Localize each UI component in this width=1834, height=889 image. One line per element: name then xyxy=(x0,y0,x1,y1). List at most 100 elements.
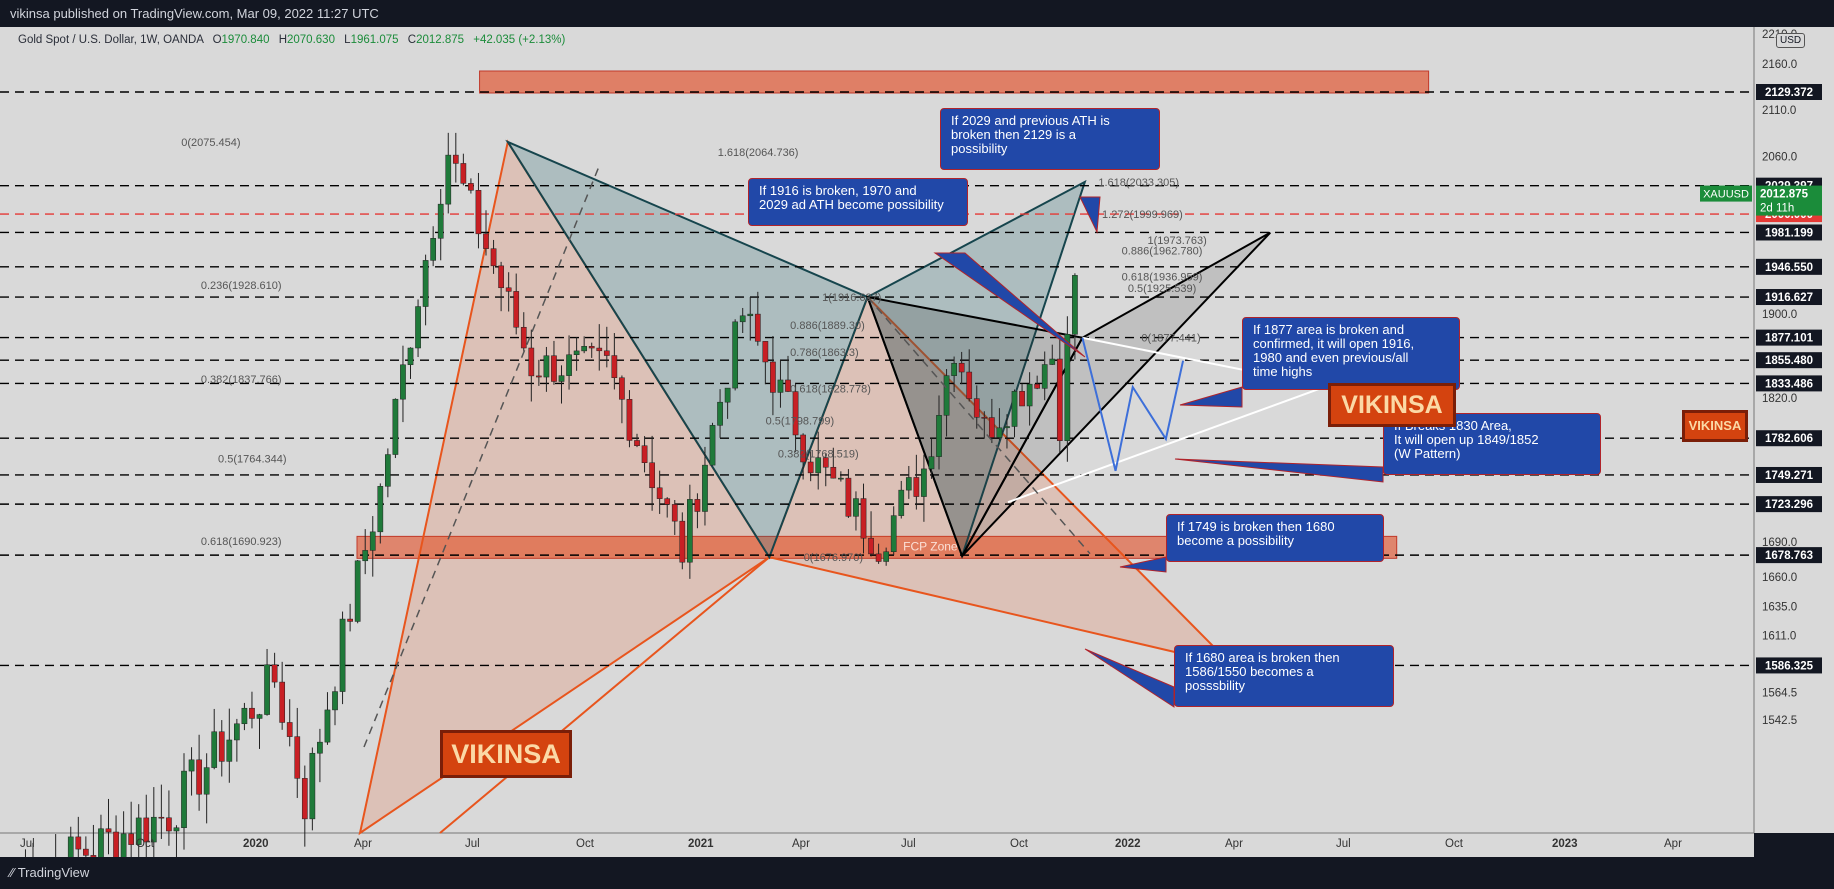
candle-body xyxy=(1056,358,1063,441)
candle-body xyxy=(113,831,119,857)
candle-body xyxy=(324,709,331,743)
candle-body xyxy=(536,375,542,378)
y-tick-label: 1611.0 xyxy=(1762,630,1796,642)
candle-body xyxy=(407,347,414,366)
candle-body xyxy=(845,477,852,517)
pattern-leg xyxy=(439,556,770,834)
footer-bar: ⁄⁄ TradingView xyxy=(0,857,1834,889)
candle-body xyxy=(588,346,595,349)
vikinsa-stamp-main: VIKINSA xyxy=(440,730,572,778)
x-tick-label: Apr xyxy=(354,838,372,850)
candle-body xyxy=(883,551,890,562)
time-axis[interactable] xyxy=(0,833,1754,857)
tradingview-icon: ⁄⁄ xyxy=(10,865,18,880)
candle-body xyxy=(196,759,202,795)
candle-body xyxy=(468,183,474,191)
supply-zone xyxy=(479,70,1430,94)
level-price-box xyxy=(1756,496,1822,513)
candle-body xyxy=(505,287,512,292)
projection-dashed-2 xyxy=(866,296,1091,555)
candle-body xyxy=(890,515,897,552)
pattern-green-1 xyxy=(505,139,869,560)
level-price-label: 1586.325 xyxy=(1765,660,1814,672)
candle-body xyxy=(1049,358,1056,365)
candle-body xyxy=(619,377,625,400)
candle-body xyxy=(354,560,361,622)
candle-body xyxy=(158,816,165,819)
candle-body xyxy=(256,714,263,719)
current-countdown-label: 2d 11h xyxy=(1760,203,1794,215)
x-tick-label: Oct xyxy=(1010,838,1029,850)
candle-body xyxy=(581,346,588,352)
candle-body xyxy=(1072,275,1078,335)
candle-body xyxy=(135,817,142,845)
candle-body xyxy=(966,371,973,399)
low-value: 1961.075 xyxy=(350,34,399,46)
current-symbol-box[interactable] xyxy=(1700,185,1752,202)
candle-body xyxy=(1019,391,1025,407)
candle-body xyxy=(75,836,82,850)
x-tick-label: Apr xyxy=(1225,838,1243,850)
candle-body xyxy=(724,387,731,403)
level-price-label: 1833.486 xyxy=(1765,378,1813,390)
level-price-box xyxy=(1756,466,1822,483)
candle-body xyxy=(626,399,633,441)
candle-body xyxy=(286,722,293,737)
candle-body xyxy=(1041,364,1048,389)
candle-body xyxy=(249,707,255,719)
candle-body xyxy=(400,364,406,400)
candle-body xyxy=(807,461,814,474)
level-price-label: 1981.199 xyxy=(1765,227,1813,239)
candle-body xyxy=(989,417,995,438)
y-tick-label: 1660.0 xyxy=(1762,572,1797,584)
candle-body xyxy=(868,537,874,555)
candle-body xyxy=(656,487,663,499)
fib-label: 1(1916.627) xyxy=(822,292,881,304)
candle-body xyxy=(203,767,210,795)
candle-body xyxy=(475,190,482,235)
candle-body xyxy=(173,827,180,832)
candle-body xyxy=(437,203,444,239)
y-tick-label: 2110.0 xyxy=(1762,105,1796,117)
pattern-black-2 xyxy=(961,231,1271,557)
candle-body xyxy=(347,618,353,622)
level-price-box xyxy=(1756,430,1822,447)
candle-body xyxy=(362,550,369,562)
currency-button[interactable]: USD xyxy=(1776,33,1806,48)
x-tick-label: Oct xyxy=(576,838,595,850)
candle-body xyxy=(800,434,806,463)
x-tick-label: Jul xyxy=(20,838,35,850)
candle-body xyxy=(452,154,459,164)
fib-label: 0.618(1936.959) xyxy=(1122,271,1203,283)
fib-label: 0(2075.454) xyxy=(181,137,240,149)
fib-label: 0.5(1798.799) xyxy=(766,416,835,428)
candle-body xyxy=(445,154,452,205)
y-tick-label: 1900.0 xyxy=(1762,309,1797,321)
open-value: 1970.840 xyxy=(221,34,270,46)
candle-body xyxy=(520,326,527,349)
note-pointer xyxy=(1079,196,1101,234)
candle-body xyxy=(958,362,965,373)
w-pattern xyxy=(1081,337,1185,472)
candle-body xyxy=(739,315,746,323)
candle-body xyxy=(921,468,927,497)
current-symbol-label: XAUUSD xyxy=(1703,189,1749,201)
fib-label: 0.886(1962.780) xyxy=(1122,246,1203,258)
candle-body xyxy=(1011,391,1018,427)
close-value: 2012.875 xyxy=(416,34,465,46)
fib-label: 1.618(2033.305) xyxy=(1098,177,1179,189)
candle-body xyxy=(120,833,127,857)
fib-label: 0.382(1768.519) xyxy=(778,449,859,461)
candle-body xyxy=(415,306,421,349)
candle-body xyxy=(747,313,754,317)
level-price-box xyxy=(1756,352,1822,369)
candle-body xyxy=(943,375,950,416)
candle-body xyxy=(264,664,270,715)
candle-body xyxy=(317,741,323,754)
candle-body xyxy=(928,456,935,470)
price-axis[interactable] xyxy=(1754,27,1834,833)
candle-body xyxy=(1034,383,1041,389)
level-price-box xyxy=(1756,375,1822,392)
note-pointer xyxy=(933,252,1086,358)
current-price-box xyxy=(1756,185,1822,216)
